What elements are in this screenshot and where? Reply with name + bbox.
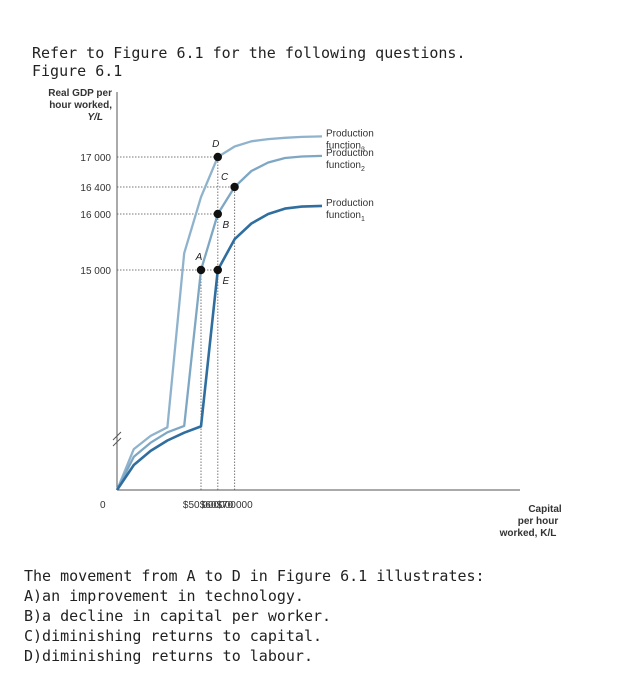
figure-label: Figure 6.1	[32, 62, 123, 80]
point-label-a: A	[195, 252, 203, 263]
y-axis-title: Real GDP per hour worked, Y/L	[48, 88, 112, 123]
intro-text: Refer to Figure 6.1 for the following qu…	[32, 44, 465, 80]
production-function-3-line	[115, 135, 323, 491]
point-label-b: B	[222, 220, 229, 231]
x-axis-title-line1: Capital	[528, 504, 562, 515]
option-b: B)a decline in capital per worker.	[24, 607, 332, 625]
guide-lines	[117, 156, 236, 490]
question-stem: The movement from A to D in Figure 6.1 i…	[24, 567, 485, 585]
x-axis-title-line2: per hour	[518, 516, 559, 527]
option-d: D)diminishing returns to labour.	[24, 647, 313, 665]
series-label-3: Production function3	[326, 128, 374, 153]
intro-line: Refer to Figure 6.1 for the following qu…	[32, 44, 466, 62]
y-tick-label: 16 400	[80, 183, 111, 194]
production-function-chart: Real GDP per hour worked, Y/L Capital pe…	[48, 88, 562, 539]
option-c: C)diminishing returns to capital.	[24, 627, 323, 645]
production-function-2-line	[115, 154, 323, 491]
y-axis-title-line3: Y/L	[87, 112, 103, 123]
y-tick-label: 16 000	[80, 210, 111, 221]
origin-label: 0	[100, 500, 106, 511]
series-label-1: Production function1	[326, 198, 374, 223]
y-tick-label: 17 000	[80, 153, 111, 164]
series-label-2: Production function2	[326, 148, 374, 173]
point-e	[213, 265, 222, 275]
point-c	[230, 182, 239, 192]
y-axis-title-line2: hour worked,	[49, 100, 112, 111]
y-axis-title-line1: Real GDP per	[48, 88, 112, 99]
x-tick-label: $50 000	[183, 500, 220, 511]
data-points: A B C D E	[195, 139, 239, 287]
x-tick-label: $60 000	[200, 500, 237, 511]
tick-labels: 17 000 16 400 16 000 15 000 $50 000$60 000$7…	[80, 153, 253, 511]
point-a	[196, 265, 206, 275]
point-label-d: D	[212, 139, 219, 150]
x-axis-title-line3: worked, K/L	[499, 528, 557, 539]
y-tick-label: 15 000	[80, 266, 111, 277]
production-function-1-line	[115, 204, 323, 491]
point-label-c: C	[221, 172, 229, 183]
axis-break-mark	[112, 431, 122, 441]
point-d	[213, 152, 222, 162]
axes	[112, 92, 520, 491]
x-tick-label: $70 000	[217, 500, 254, 511]
option-a: A)an improvement in technology.	[24, 587, 304, 605]
axis-break-mark	[112, 437, 122, 447]
x-axis-title: Capital per hour worked, K/L	[499, 504, 562, 539]
point-b	[213, 209, 222, 219]
series-lines	[115, 135, 323, 491]
point-label-e: E	[222, 276, 229, 287]
question-block: The movement from A to D in Figure 6.1 i…	[24, 566, 485, 666]
